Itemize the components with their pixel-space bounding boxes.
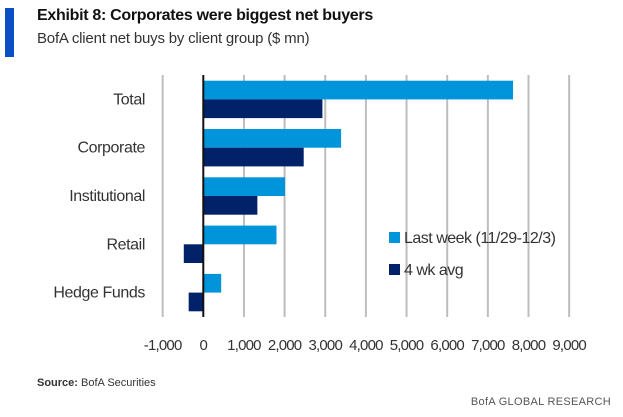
x-tick-label: 4,000	[349, 337, 383, 354]
bar-4wk-avg	[203, 147, 304, 167]
category-label: Total	[113, 91, 145, 108]
source-text: BofA Securities	[81, 377, 156, 389]
bar-last-week	[203, 129, 342, 148]
bar-4wk-avg	[188, 292, 204, 312]
bar-4wk-avg	[203, 99, 323, 119]
bar-last-week	[203, 80, 514, 100]
legend-label: Last week (11/29-12/3)	[404, 230, 556, 247]
legend-swatch	[389, 264, 400, 275]
legend-swatch	[389, 232, 400, 243]
bar-last-week	[203, 273, 222, 293]
x-tick-label: 9,000	[552, 337, 586, 354]
x-tick-label: 8,000	[512, 337, 546, 354]
legend-label: 4 wk avg	[404, 262, 463, 279]
chart-title: Exhibit 8: Corporates were biggest net b…	[37, 7, 373, 24]
x-tick-label: 5,000	[390, 337, 424, 354]
title-accent-bar	[5, 8, 14, 57]
x-tick-label: -1,000	[144, 337, 182, 354]
category-label: Hedge Funds	[53, 285, 145, 302]
bar-4wk-avg	[183, 244, 204, 263]
category-label: Retail	[106, 236, 145, 253]
bar-last-week	[203, 177, 286, 196]
category-label: Institutional	[69, 188, 145, 205]
x-tick-label: 2,000	[268, 337, 302, 354]
x-tick-label: 3,000	[308, 337, 342, 354]
brand-footer: BofA GLOBAL RESEARCH	[470, 396, 611, 408]
source-note: Source: BofA Securities	[37, 377, 156, 389]
x-tick-label: 1,000	[227, 337, 261, 354]
bar-4wk-avg	[203, 196, 258, 215]
bar-last-week	[203, 225, 277, 245]
chart-subtitle: BofA client net buys by client group ($ …	[37, 30, 310, 47]
category-label: Corporate	[77, 140, 145, 157]
x-tick-label: 7,000	[471, 337, 505, 354]
source-label: Source:	[37, 377, 78, 389]
x-tick-label: 6,000	[430, 337, 464, 354]
x-tick-label: 0	[200, 337, 208, 354]
